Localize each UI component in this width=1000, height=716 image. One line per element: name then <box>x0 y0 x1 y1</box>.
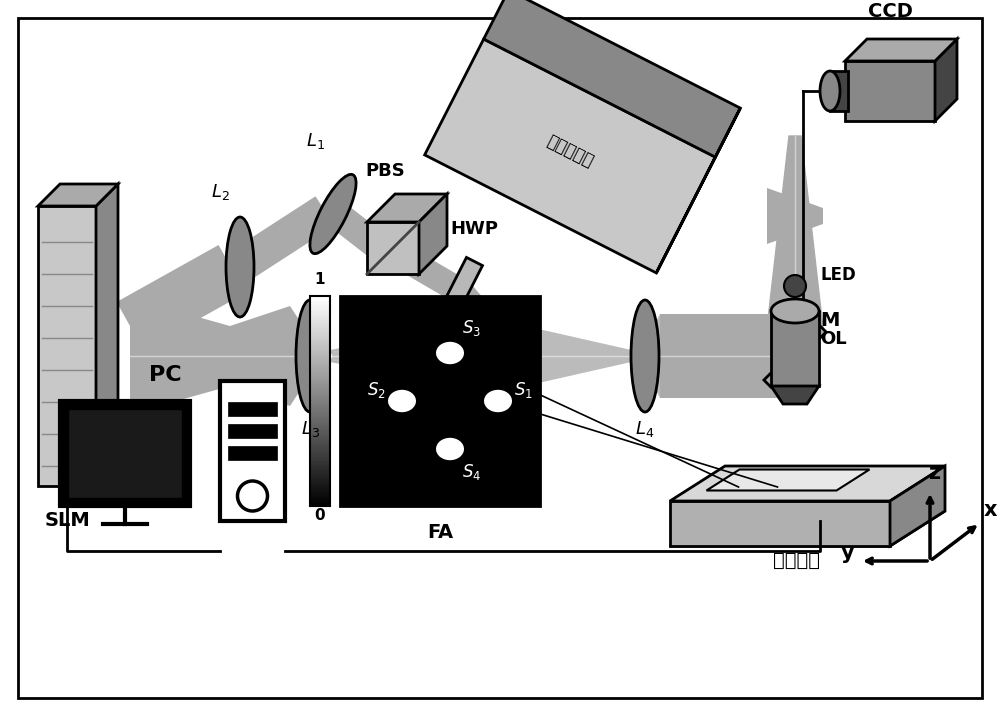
Text: 1: 1 <box>315 272 325 287</box>
Bar <box>228 446 277 460</box>
Polygon shape <box>767 188 823 244</box>
Text: PBS: PBS <box>365 162 405 180</box>
Polygon shape <box>706 470 870 490</box>
Ellipse shape <box>296 300 324 412</box>
Text: 运动平台: 运动平台 <box>773 551 820 570</box>
Text: $S_1$: $S_1$ <box>514 380 533 400</box>
Polygon shape <box>367 222 419 274</box>
Text: x: x <box>983 500 997 520</box>
Text: y: y <box>841 543 855 563</box>
Polygon shape <box>935 39 957 121</box>
Polygon shape <box>96 184 118 486</box>
Polygon shape <box>290 306 320 406</box>
Polygon shape <box>484 0 740 157</box>
Text: M: M <box>820 311 839 330</box>
Text: 飞秒激光器: 飞秒激光器 <box>544 132 596 170</box>
Polygon shape <box>490 318 640 394</box>
Text: $S_2$: $S_2$ <box>367 380 386 400</box>
Polygon shape <box>130 298 230 414</box>
Ellipse shape <box>388 390 416 412</box>
Ellipse shape <box>631 300 659 412</box>
Text: SLM: SLM <box>44 511 90 530</box>
Bar <box>340 296 540 506</box>
Text: HWP: HWP <box>450 220 498 238</box>
Polygon shape <box>230 196 335 281</box>
Polygon shape <box>450 283 500 334</box>
Polygon shape <box>764 325 826 387</box>
Ellipse shape <box>436 437 464 460</box>
Ellipse shape <box>226 217 254 317</box>
Polygon shape <box>117 245 245 350</box>
Polygon shape <box>326 202 389 259</box>
Bar <box>38 206 96 486</box>
Polygon shape <box>660 314 790 398</box>
Text: $L_1$: $L_1$ <box>306 131 324 151</box>
Ellipse shape <box>820 71 840 111</box>
Polygon shape <box>425 39 715 273</box>
Bar <box>60 401 190 506</box>
Ellipse shape <box>784 275 806 297</box>
Text: z: z <box>928 463 940 483</box>
Text: 0: 0 <box>315 508 325 523</box>
Polygon shape <box>845 39 957 61</box>
Text: PC: PC <box>149 365 181 385</box>
Polygon shape <box>767 136 823 328</box>
Bar <box>228 402 277 416</box>
Polygon shape <box>320 318 490 394</box>
Text: OL: OL <box>820 330 847 348</box>
Polygon shape <box>38 184 118 206</box>
Text: $L_3$: $L_3$ <box>301 419 319 439</box>
Text: LED: LED <box>820 266 856 284</box>
Text: $L_4$: $L_4$ <box>635 419 655 439</box>
Polygon shape <box>670 501 890 546</box>
Polygon shape <box>393 245 467 302</box>
Bar <box>830 71 848 111</box>
Polygon shape <box>640 314 660 398</box>
Ellipse shape <box>238 481 268 511</box>
Polygon shape <box>230 306 290 406</box>
Text: FA: FA <box>427 523 453 542</box>
Bar <box>68 409 182 498</box>
Bar <box>228 424 277 438</box>
Bar <box>771 311 819 386</box>
Ellipse shape <box>436 342 464 364</box>
Text: $S_4$: $S_4$ <box>462 462 481 482</box>
Ellipse shape <box>310 175 356 253</box>
Polygon shape <box>670 466 945 501</box>
Bar <box>220 381 285 521</box>
Text: $L_2$: $L_2$ <box>211 182 229 202</box>
Text: CCD: CCD <box>868 2 912 21</box>
Polygon shape <box>890 466 945 546</box>
Polygon shape <box>670 511 945 546</box>
Bar <box>310 296 330 506</box>
Polygon shape <box>656 108 740 273</box>
Polygon shape <box>367 194 447 222</box>
Bar <box>845 61 935 121</box>
Text: $S_3$: $S_3$ <box>462 318 481 338</box>
Polygon shape <box>771 386 819 404</box>
Polygon shape <box>419 194 447 274</box>
Polygon shape <box>441 258 483 314</box>
Ellipse shape <box>771 299 819 323</box>
Ellipse shape <box>484 390 512 412</box>
